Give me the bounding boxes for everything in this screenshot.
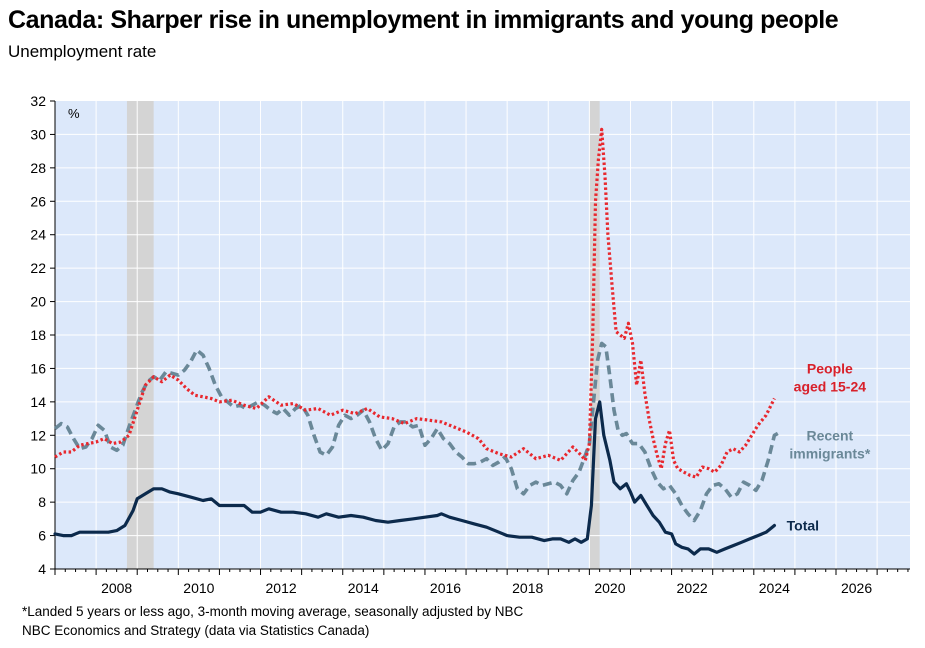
x-tick-label: 2016: [430, 580, 461, 596]
y-tick-label: 28: [30, 160, 46, 176]
total-line: [53, 400, 776, 556]
youth-line: [54, 127, 776, 479]
immigrants-series-label: immigrants*: [789, 445, 870, 461]
chart-subtitle: Unemployment rate: [8, 42, 157, 61]
x-tick-label: 2026: [841, 580, 872, 596]
x-tick-label: 2018: [512, 580, 543, 596]
x-tick-label: 2010: [183, 580, 214, 596]
x-tick-label: 2020: [594, 580, 625, 596]
y-tick-label: 14: [30, 394, 46, 410]
source-note: NBC Economics and Strategy (data via Sta…: [22, 623, 370, 638]
footnote: *Landed 5 years or less ago, 3-month mov…: [22, 604, 524, 619]
y-axis-unit-label: %: [68, 106, 80, 121]
y-tick-label: 20: [30, 294, 46, 310]
x-tick-label: 2022: [677, 580, 708, 596]
y-tick-label: 6: [38, 528, 46, 544]
immigrants-line: [53, 341, 782, 523]
y-tick-label: 12: [30, 427, 46, 443]
y-tick-label: 10: [30, 461, 46, 477]
y-tick-label: 24: [30, 227, 46, 243]
x-tick-label: 2024: [759, 580, 790, 596]
x-tick-label: 2012: [266, 580, 297, 596]
x-tick-label: 2008: [101, 580, 132, 596]
immigrants-series-label: Recent: [807, 427, 854, 443]
youth-series-label: People: [807, 360, 853, 376]
y-tick-label: 8: [38, 494, 46, 510]
y-tick-label: 22: [30, 260, 46, 276]
y-tick-label: 18: [30, 327, 46, 343]
series-labels: Total People aged 15-24 Recent immigrants*: [787, 360, 871, 533]
y-tick-label: 4: [38, 561, 46, 577]
y-tick-label: 30: [30, 126, 46, 142]
total-series-label: Total: [787, 518, 819, 534]
youth-series-label: aged 15-24: [794, 378, 867, 394]
y-tick-label: 32: [30, 93, 46, 109]
x-tick-label: 2014: [348, 580, 379, 596]
y-tick-label: 26: [30, 193, 46, 209]
chart-title: Canada: Sharper rise in unemployment in …: [8, 6, 839, 34]
series-lines: [53, 127, 782, 556]
y-tick-label: 16: [30, 360, 46, 376]
